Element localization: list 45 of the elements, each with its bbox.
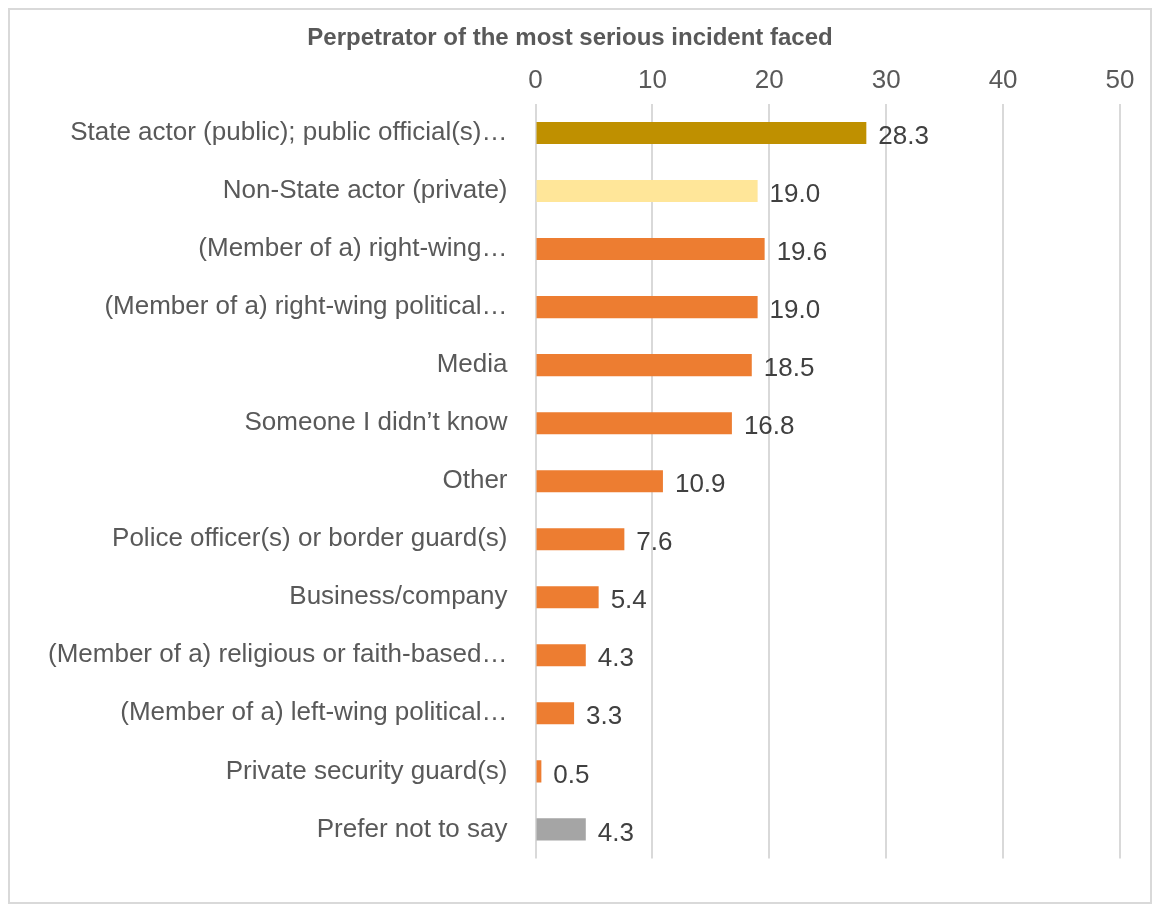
bar bbox=[536, 121, 867, 145]
bar bbox=[536, 412, 732, 435]
data-label: 3.3 bbox=[586, 700, 623, 731]
y-tick-label: (Member of a) right-wing political… bbox=[104, 290, 508, 321]
y-tick-label: State actor (public); public official(s)… bbox=[70, 116, 508, 147]
y-tick-label: Police officer(s) or border guard(s) bbox=[112, 522, 508, 553]
bar bbox=[536, 296, 758, 319]
y-tick-label: Private security guard(s) bbox=[225, 754, 508, 785]
data-label: 28.3 bbox=[878, 120, 929, 151]
data-label: 16.8 bbox=[743, 410, 795, 441]
y-tick-label: (Member of a) left-wing political… bbox=[120, 696, 508, 727]
bar bbox=[536, 644, 586, 667]
bar bbox=[536, 528, 625, 551]
chart-title: Perpetrator of the most serious incident faced bbox=[307, 23, 833, 51]
y-tick-label: Non-State actor (private) bbox=[222, 174, 508, 205]
data-label: 19.0 bbox=[769, 178, 821, 209]
bar bbox=[536, 470, 663, 493]
data-label: 7.6 bbox=[636, 526, 673, 557]
y-tick-label: Someone I didn’t know bbox=[244, 406, 508, 437]
x-tick-label: 0 bbox=[528, 63, 543, 94]
x-tick-label: 50 bbox=[1105, 63, 1135, 94]
data-label: 4.3 bbox=[597, 816, 634, 847]
y-tick-label: (Member of a) right-wing… bbox=[198, 232, 508, 263]
y-tick-label: Business/company bbox=[289, 580, 508, 611]
bar bbox=[536, 238, 765, 261]
data-label: 0.5 bbox=[553, 758, 590, 789]
y-tick-label: Other bbox=[442, 464, 508, 495]
x-tick-label: 40 bbox=[988, 63, 1018, 94]
x-tick-label: 10 bbox=[637, 63, 667, 94]
data-label: 19.6 bbox=[776, 236, 828, 267]
x-tick-label: 30 bbox=[871, 63, 901, 94]
bar bbox=[536, 180, 758, 203]
x-tick-label: 20 bbox=[754, 63, 784, 94]
y-tick-label: Prefer not to say bbox=[316, 812, 508, 843]
bar bbox=[536, 702, 575, 725]
bar bbox=[536, 818, 586, 841]
data-label: 5.4 bbox=[610, 584, 647, 615]
y-tick-label: (Member of a) religious or faith-based… bbox=[47, 638, 508, 669]
y-tick-label: Media bbox=[436, 348, 509, 379]
data-label: 10.9 bbox=[674, 468, 726, 499]
data-label: 18.5 bbox=[763, 352, 815, 383]
bar bbox=[536, 586, 599, 609]
data-label: 4.3 bbox=[597, 642, 634, 673]
data-label: 19.0 bbox=[769, 294, 821, 325]
bar bbox=[536, 354, 752, 377]
